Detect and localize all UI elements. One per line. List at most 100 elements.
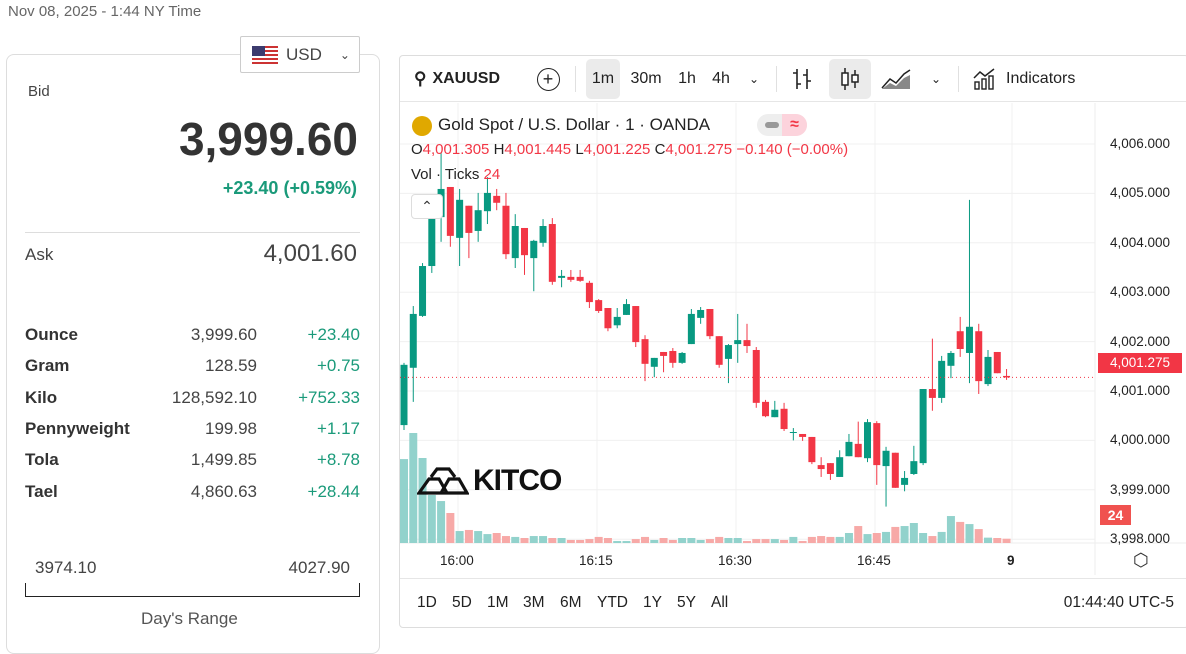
volume-bar bbox=[585, 539, 594, 543]
candle-body bbox=[669, 350, 677, 363]
price-axis-tick: 3,999.000 bbox=[1110, 481, 1171, 497]
chevron-down-icon: ⌄ bbox=[339, 47, 350, 62]
candles-chart-type-icon[interactable] bbox=[829, 59, 871, 99]
range-button-all[interactable]: All bbox=[711, 594, 729, 611]
range-button-5d[interactable]: 5D bbox=[452, 594, 472, 611]
volume-bar bbox=[446, 513, 455, 543]
candle-body bbox=[604, 308, 612, 329]
day-range-label: Day's Range bbox=[141, 609, 238, 628]
bid-value: 3,999.60 bbox=[178, 113, 358, 165]
low-value: 4,001.225 bbox=[583, 141, 651, 158]
volume-bar bbox=[928, 536, 937, 543]
time-axis-tick: 16:45 bbox=[857, 553, 891, 568]
volume-bar bbox=[400, 459, 408, 543]
volume-bar bbox=[501, 536, 510, 543]
ohlc-legend: O4,001.305 H4,001.445 L4,001.225 C4,001.… bbox=[411, 141, 848, 158]
range-button-5y[interactable]: 5Y bbox=[677, 594, 696, 611]
collapse-legend-button[interactable]: ⌃ bbox=[411, 194, 443, 219]
day-range-low: 3974.10 bbox=[35, 558, 97, 577]
bar-chart-type-icon[interactable] bbox=[786, 59, 818, 99]
currency-value: USD bbox=[286, 44, 322, 64]
interval-30m[interactable]: 30m bbox=[630, 70, 662, 87]
candle-body bbox=[687, 313, 695, 345]
price-axis-tick: 4,006.000 bbox=[1110, 136, 1171, 151]
chart-type-dropdown-chevron-icon[interactable]: ⌄ bbox=[930, 72, 942, 86]
range-button-3m[interactable]: 3M bbox=[523, 594, 545, 611]
price-chart[interactable] bbox=[400, 103, 1186, 575]
volume-bar bbox=[622, 541, 631, 543]
candle-body bbox=[632, 306, 640, 343]
unit-price: 128,592.10 bbox=[171, 387, 257, 407]
area-chart-type-icon[interactable] bbox=[878, 59, 914, 99]
candle-body bbox=[873, 423, 881, 466]
volume-bar bbox=[789, 536, 798, 543]
legend-status-pill: ≈ bbox=[757, 114, 807, 136]
range-button-1d[interactable]: 1D bbox=[417, 594, 437, 611]
volume-bar bbox=[974, 529, 983, 543]
candle-body bbox=[446, 186, 454, 236]
volume-bar bbox=[984, 537, 993, 543]
indicators-button[interactable]: Indicators bbox=[972, 59, 1092, 99]
open-label: O bbox=[411, 141, 423, 158]
kitco-watermark: KITCO bbox=[417, 464, 562, 498]
candle-body bbox=[864, 422, 871, 459]
divider bbox=[400, 578, 1186, 579]
range-button-1m[interactable]: 1M bbox=[487, 594, 509, 611]
volume-bar bbox=[678, 538, 687, 543]
bid-label: Bid bbox=[28, 83, 50, 100]
price-axis-tick: 4,004.000 bbox=[1110, 234, 1171, 250]
volume-bar bbox=[437, 501, 446, 543]
unit-change: +752.33 bbox=[298, 387, 360, 407]
kitco-wordmark: KITCO bbox=[473, 464, 562, 497]
volume-bar bbox=[566, 539, 575, 543]
candle-body bbox=[752, 349, 760, 403]
interval-1m[interactable]: 1m bbox=[586, 59, 620, 99]
volume-bar bbox=[919, 533, 928, 543]
compare-button[interactable]: + bbox=[534, 59, 562, 99]
unit-change: +0.75 bbox=[316, 356, 360, 376]
candle-body bbox=[836, 457, 844, 477]
candle-body bbox=[622, 304, 630, 315]
chart-toolbar: ⚲ XAUUSD + 1m 30m 1h 4h ⌄ ⌄ Indicators bbox=[400, 56, 1186, 102]
volume-bar bbox=[483, 534, 492, 543]
interval-4h[interactable]: 4h bbox=[712, 70, 730, 87]
candle-body bbox=[789, 432, 797, 434]
range-button-6m[interactable]: 6M bbox=[560, 594, 582, 611]
datetime-label: Nov 08, 2025 - 1:44 NY Time bbox=[8, 3, 202, 20]
volume-bar bbox=[863, 534, 872, 543]
candle-body bbox=[706, 308, 714, 337]
range-button-ytd[interactable]: YTD bbox=[597, 594, 628, 611]
candle-body bbox=[734, 340, 742, 345]
separator bbox=[958, 66, 959, 92]
weight-row-tola: Tola 1,499.85 +8.78 bbox=[25, 450, 360, 472]
volume-bar bbox=[724, 538, 733, 543]
candle-body bbox=[576, 276, 584, 281]
interval-1h[interactable]: 1h bbox=[678, 70, 696, 87]
candle-body bbox=[1003, 375, 1011, 378]
search-icon: ⚲ bbox=[414, 69, 427, 88]
volume-bar bbox=[520, 538, 529, 543]
candle-body bbox=[845, 441, 853, 457]
settings-hexagon-icon[interactable]: ⬡ bbox=[1133, 550, 1149, 570]
unit-change: +1.17 bbox=[316, 418, 360, 438]
candle-body bbox=[613, 316, 621, 326]
indicators-label: Indicators bbox=[1006, 70, 1076, 87]
candle-body bbox=[641, 339, 649, 364]
unit-label: Tola bbox=[25, 450, 59, 470]
volume-bar bbox=[418, 458, 427, 543]
high-value: 4,001.445 bbox=[504, 141, 572, 158]
candle-body bbox=[502, 205, 510, 255]
volume-bar bbox=[511, 536, 520, 543]
weight-row-kilo: Kilo 128,592.10 +752.33 bbox=[25, 388, 360, 410]
interval-dropdown-chevron-icon[interactable]: ⌄ bbox=[748, 72, 760, 86]
currency-select[interactable]: USD ⌄ bbox=[240, 36, 360, 73]
candle-body bbox=[975, 331, 983, 382]
range-button-1y[interactable]: 1Y bbox=[643, 594, 662, 611]
timezone-clock[interactable]: 01:44:40 UTC-5 bbox=[1063, 594, 1174, 611]
candle-body bbox=[993, 351, 1001, 374]
volume-bar bbox=[557, 538, 566, 543]
unit-price: 3,999.60 bbox=[190, 325, 257, 344]
candle-body bbox=[854, 443, 862, 458]
volume-bar bbox=[409, 433, 418, 543]
symbol-search[interactable]: ⚲ XAUUSD bbox=[410, 59, 510, 99]
